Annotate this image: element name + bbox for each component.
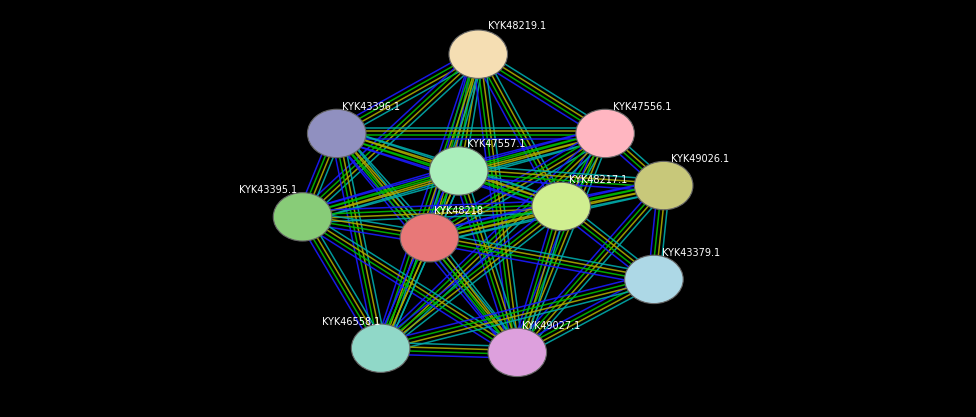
Ellipse shape bbox=[307, 109, 366, 158]
Text: KYK43379.1: KYK43379.1 bbox=[662, 248, 720, 258]
Ellipse shape bbox=[625, 255, 683, 304]
Ellipse shape bbox=[576, 109, 634, 158]
Ellipse shape bbox=[532, 182, 590, 231]
Text: KYK48219.1: KYK48219.1 bbox=[488, 21, 547, 31]
Ellipse shape bbox=[400, 214, 459, 262]
Text: KYK47557.1: KYK47557.1 bbox=[467, 139, 525, 149]
Text: KYK49027.1: KYK49027.1 bbox=[522, 321, 581, 331]
Ellipse shape bbox=[273, 193, 332, 241]
Text: KYK47556.1: KYK47556.1 bbox=[613, 102, 671, 112]
Text: KYK48218: KYK48218 bbox=[434, 206, 483, 216]
Text: KYK48217.1: KYK48217.1 bbox=[569, 175, 628, 185]
Ellipse shape bbox=[488, 328, 547, 377]
Ellipse shape bbox=[351, 324, 410, 372]
Text: KYK43396.1: KYK43396.1 bbox=[342, 102, 399, 112]
Ellipse shape bbox=[449, 30, 508, 78]
Ellipse shape bbox=[634, 161, 693, 210]
Text: KYK49026.1: KYK49026.1 bbox=[671, 154, 730, 164]
Text: KYK43395.1: KYK43395.1 bbox=[239, 185, 298, 195]
Text: KYK46558.1: KYK46558.1 bbox=[322, 317, 381, 327]
Ellipse shape bbox=[429, 147, 488, 195]
